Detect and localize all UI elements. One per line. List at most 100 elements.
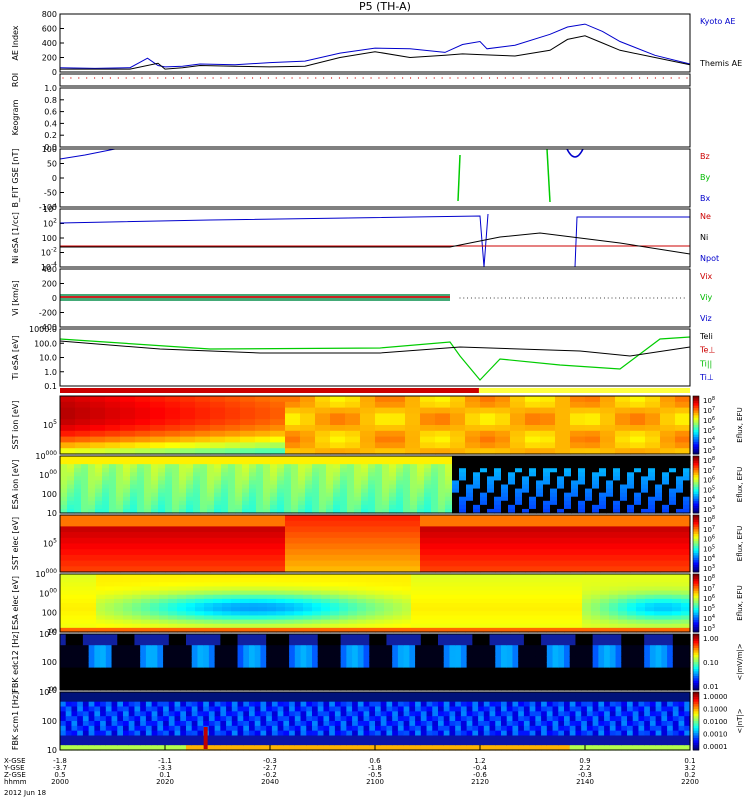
spec-cell bbox=[630, 554, 646, 562]
spec-cell bbox=[329, 667, 336, 674]
spec-cell bbox=[285, 401, 301, 409]
spec-cell bbox=[276, 603, 286, 608]
spec-cell bbox=[249, 484, 257, 490]
spec-cell bbox=[508, 460, 516, 465]
spec-cell bbox=[258, 607, 268, 612]
spec-cell bbox=[319, 464, 327, 469]
spec-cell bbox=[271, 721, 279, 727]
spec-cell bbox=[630, 532, 646, 539]
spec-cell bbox=[586, 673, 594, 680]
spec-cell bbox=[662, 476, 670, 482]
spec-cell bbox=[375, 615, 385, 621]
spec-cell bbox=[389, 496, 397, 502]
spec-cell bbox=[375, 603, 385, 608]
spec-cell bbox=[88, 639, 95, 646]
spec-cell bbox=[67, 508, 75, 514]
spec-cell bbox=[466, 639, 473, 646]
spec-cell bbox=[630, 526, 646, 533]
spec-cell bbox=[541, 634, 548, 641]
spec-cell bbox=[291, 496, 299, 502]
ylabel-ni: Ni eSA [1/cc] bbox=[11, 212, 20, 264]
spec-cell bbox=[655, 472, 663, 477]
spec-cell bbox=[254, 706, 262, 712]
spec-cell bbox=[330, 611, 340, 617]
spec-cell bbox=[330, 607, 340, 612]
spec-cell bbox=[285, 407, 301, 414]
spec-cell bbox=[543, 472, 551, 477]
spec-cell bbox=[263, 508, 271, 514]
spec-cell bbox=[384, 590, 394, 596]
spec-cell bbox=[528, 598, 538, 604]
spec-cell bbox=[672, 662, 680, 669]
spec-cell bbox=[254, 711, 262, 717]
spec-cell bbox=[254, 730, 262, 737]
spec-cell bbox=[255, 401, 271, 409]
spec-cell bbox=[663, 607, 673, 612]
spec-cell bbox=[145, 662, 153, 669]
spec-cell bbox=[134, 745, 141, 751]
spec-cell bbox=[654, 598, 664, 604]
spec-cell bbox=[333, 496, 341, 502]
spec-cell bbox=[208, 645, 216, 652]
spec-cell bbox=[489, 673, 496, 680]
spec-cell bbox=[573, 594, 583, 600]
spec-cell bbox=[102, 472, 110, 477]
spec-cell bbox=[315, 425, 331, 432]
spec-cell bbox=[564, 492, 572, 498]
spec-cell bbox=[168, 692, 176, 698]
spec-cell bbox=[249, 603, 259, 608]
spec-cell bbox=[60, 464, 68, 469]
spec-cell bbox=[256, 508, 264, 514]
spec-cell bbox=[348, 607, 358, 612]
spec-cell bbox=[360, 413, 376, 420]
spec-cell bbox=[564, 662, 571, 669]
spec-cell bbox=[403, 456, 411, 461]
spec-cell bbox=[330, 603, 340, 608]
spec-cell bbox=[575, 662, 582, 669]
spec-cell bbox=[525, 526, 541, 533]
spec-cell bbox=[242, 460, 250, 465]
spec-cell bbox=[592, 456, 600, 461]
legend-ae: Themis AE bbox=[699, 59, 742, 68]
spec-cell bbox=[402, 586, 412, 592]
spec-cell bbox=[102, 508, 110, 514]
spec-cell bbox=[620, 456, 628, 461]
spec-cell bbox=[180, 430, 196, 438]
spec-cell bbox=[431, 480, 439, 486]
spec-cell bbox=[660, 448, 676, 455]
spec-cell bbox=[228, 504, 236, 510]
spec-cell bbox=[260, 673, 267, 680]
spec-cell bbox=[208, 684, 216, 691]
spec-cell bbox=[618, 578, 628, 583]
spec-cell bbox=[450, 566, 466, 573]
spec-cell bbox=[321, 582, 331, 588]
spec-cell bbox=[249, 456, 257, 461]
spec-cell bbox=[636, 574, 646, 579]
spec-cell bbox=[537, 582, 547, 588]
spec-cell bbox=[116, 492, 124, 498]
spec-cell bbox=[88, 456, 96, 461]
spec-cell bbox=[96, 578, 106, 583]
spec-cell bbox=[151, 730, 158, 737]
spec-cell bbox=[424, 496, 432, 502]
spec-cell bbox=[289, 662, 296, 669]
spec-cell bbox=[249, 508, 257, 514]
spec-cell bbox=[134, 740, 141, 746]
ytick-label-ae: 800 bbox=[42, 10, 57, 19]
spec-cell bbox=[599, 492, 607, 498]
spec-cell bbox=[123, 598, 133, 604]
spec-cell bbox=[429, 590, 439, 596]
spec-cell bbox=[681, 611, 691, 617]
spec-cell bbox=[375, 488, 383, 494]
spec-cell bbox=[130, 496, 138, 502]
spec-cell bbox=[214, 730, 221, 737]
spec-cell bbox=[157, 656, 164, 663]
spec-cell bbox=[165, 456, 173, 461]
spec-cell bbox=[67, 484, 75, 490]
spec-cell bbox=[294, 619, 304, 625]
colorbar-tick: 0.0001 bbox=[703, 743, 728, 751]
spec-cell bbox=[465, 574, 475, 579]
spec-cell bbox=[319, 468, 327, 473]
spec-cell bbox=[599, 456, 607, 461]
spec-cell bbox=[575, 678, 582, 685]
